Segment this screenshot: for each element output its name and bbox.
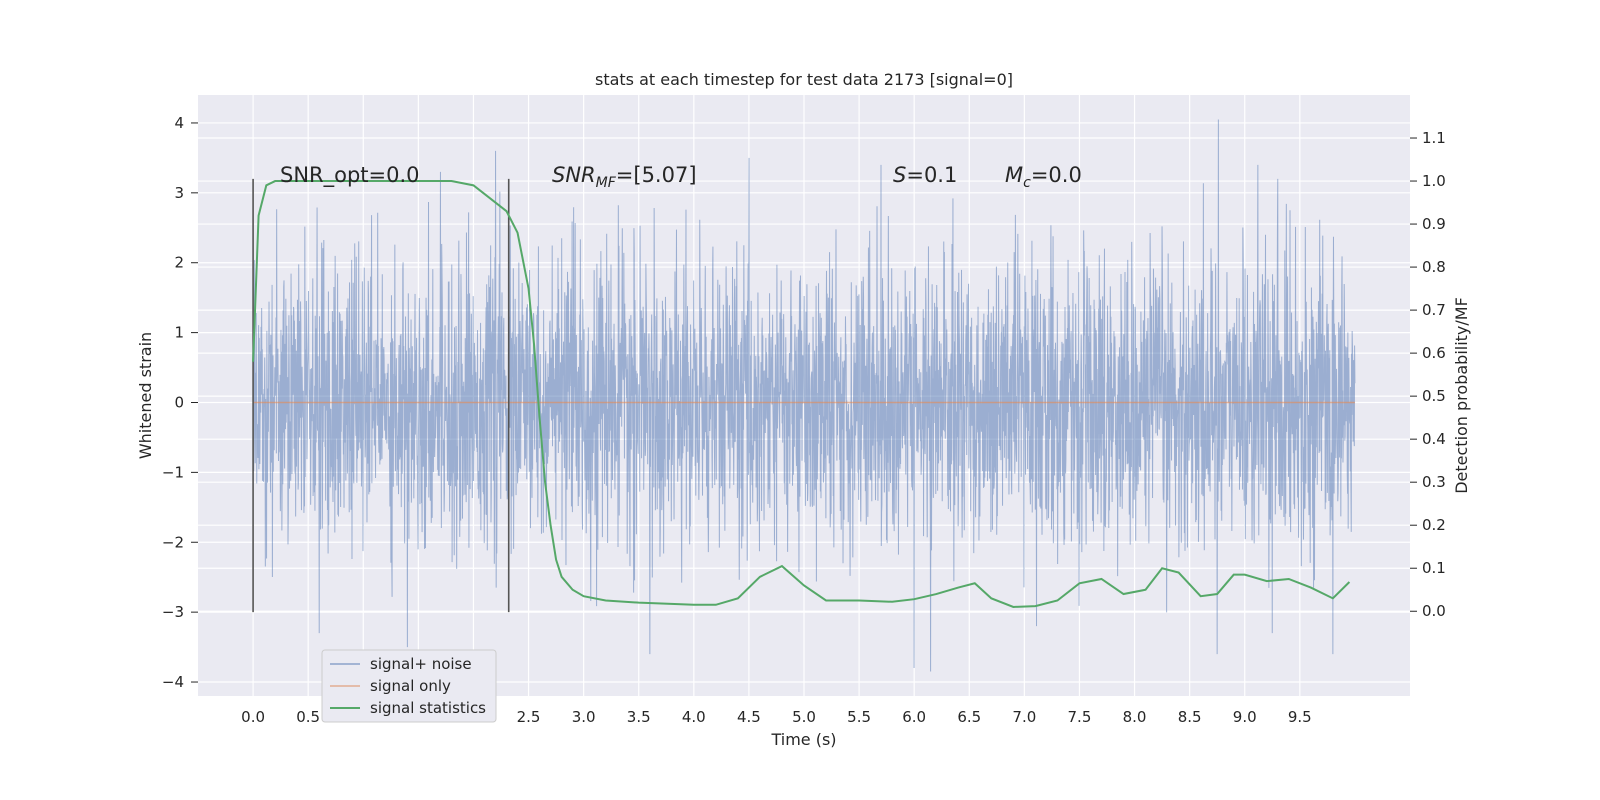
y-tick-label: −2 (162, 533, 184, 551)
y2-tick-label: 0.1 (1422, 559, 1446, 577)
annotation-mc: Mc=0.0 (1005, 163, 1082, 191)
annotation-snr-mf-value: =[5.07] (616, 163, 697, 187)
annotation-mc-subscript: c (1023, 175, 1031, 191)
x-tick-label: 3.5 (627, 708, 651, 726)
x-tick-label: 4.5 (737, 708, 761, 726)
y2-tick-label: 0.2 (1422, 516, 1446, 534)
y2-tick-label: 0.7 (1422, 301, 1446, 319)
y2-tick-label: 1.0 (1422, 172, 1446, 190)
annotation-mc-value: =0.0 (1031, 163, 1082, 187)
annotation-mc-symbol: M (1005, 163, 1023, 187)
y-axis-title: Whitened strain (136, 332, 155, 459)
y-tick-label: −4 (162, 673, 184, 691)
y-tick-label: 3 (174, 184, 184, 202)
legend-label-signal-statistics: signal statistics (370, 699, 486, 717)
annotation-s-value: =0.1 (906, 163, 957, 187)
legend-label-signal-only: signal only (370, 677, 451, 695)
x-tick-label: 2.5 (517, 708, 541, 726)
y2-tick-label: 0.5 (1422, 387, 1446, 405)
y2-tick-label: 0.8 (1422, 258, 1446, 276)
annotation-snr-mf-symbol: SNR (552, 163, 596, 187)
y2-axis-ticks: 0.0 0.1 0.2 0.3 0.4 0.5 0.6 0.7 0.8 0.9 1.0 1.1 (1410, 129, 1446, 620)
x-tick-label: 8.5 (1178, 708, 1202, 726)
annotations: SNR_opt=0.0 SNRMF=[5.07] S=0.1 Mc=0.0 (280, 163, 1082, 191)
x-tick-label: 7.0 (1012, 708, 1036, 726)
x-tick-label: 4.0 (682, 708, 706, 726)
y-tick-label: 1 (174, 324, 184, 342)
y2-tick-label: 0.4 (1422, 430, 1446, 448)
y2-axis-title: Detection probability/MF (1452, 297, 1471, 494)
x-tick-label: 8.0 (1123, 708, 1147, 726)
series-signal-plus-noise (252, 119, 1356, 672)
annotation-snr-mf: SNRMF=[5.07] (552, 163, 697, 191)
chart-title: stats at each timestep for test data 217… (595, 70, 1013, 89)
x-tick-label: 6.0 (902, 708, 926, 726)
y2-tick-label: 1.1 (1422, 129, 1446, 147)
annotation-s-symbol: S (893, 163, 906, 187)
annotation-snr-mf-subscript: MF (596, 175, 617, 191)
y2-tick-label: 0.9 (1422, 215, 1446, 233)
annotation-snr-opt: SNR_opt=0.0 (280, 163, 420, 188)
annotation-s: S=0.1 (893, 163, 957, 187)
x-tick-label: 0.0 (241, 708, 265, 726)
y2-tick-label: 0.3 (1422, 473, 1446, 491)
series-layer (252, 119, 1356, 672)
legend-box (321, 649, 497, 723)
y-tick-label: 4 (174, 114, 184, 132)
series-signal-statistics (252, 180, 1351, 608)
y-axis-ticks: −4 −3 −2 −1 0 1 2 3 4 (162, 114, 198, 691)
legend: signal+ noise signal only signal statist… (321, 649, 497, 723)
x-tick-label: 6.5 (957, 708, 981, 726)
x-axis-title: Time (s) (770, 730, 836, 749)
x-tick-label: 0.5 (296, 708, 320, 726)
x-tick-label: 7.5 (1068, 708, 1092, 726)
y2-tick-label: 0.0 (1422, 602, 1446, 620)
y-tick-label: 0 (174, 393, 184, 411)
y2-tick-label: 0.6 (1422, 344, 1446, 362)
y-tick-label: −3 (162, 603, 184, 621)
y-tick-label: 2 (174, 254, 184, 272)
y-tick-label: −1 (162, 463, 184, 481)
x-tick-label: 9.5 (1288, 708, 1312, 726)
x-tick-label: 9.0 (1233, 708, 1257, 726)
x-tick-label: 3.0 (572, 708, 596, 726)
x-tick-label: 5.0 (792, 708, 816, 726)
legend-label-signal-plus-noise: signal+ noise (370, 655, 472, 673)
vertical-markers (252, 178, 510, 613)
x-tick-label: 5.5 (847, 708, 871, 726)
